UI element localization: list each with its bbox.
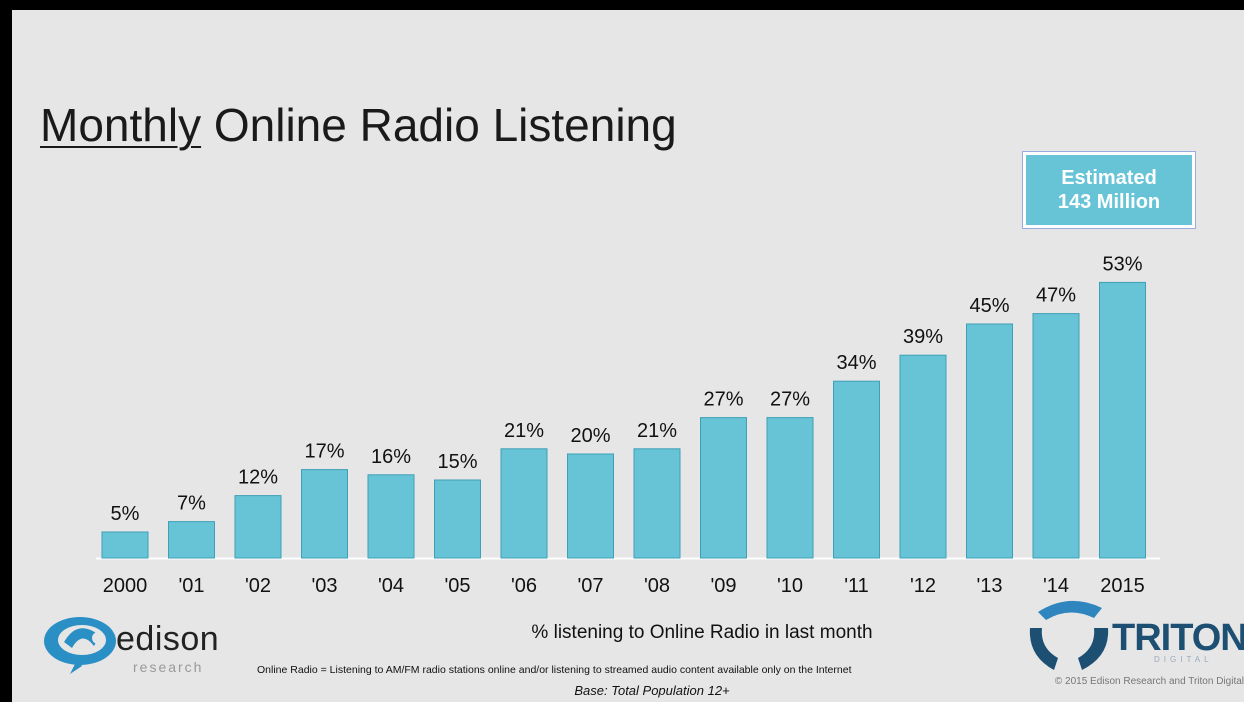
bar-value-label: 47%	[1036, 285, 1076, 307]
bar-value-label: 12%	[238, 467, 278, 489]
x-tick-label: '13	[976, 575, 1002, 597]
x-tick-label: '07	[577, 575, 603, 597]
x-tick-label: '01	[178, 575, 204, 597]
bar-value-label: 27%	[770, 389, 810, 411]
bar-value-label: 20%	[570, 425, 610, 447]
bar	[833, 380, 880, 559]
triton-logo-icon	[1029, 600, 1109, 670]
triton-wordmark: TRITON	[1112, 617, 1244, 659]
x-tick-label: '02	[245, 575, 271, 597]
bar-value-label: 15%	[437, 451, 477, 473]
bar	[101, 531, 149, 559]
x-tick-label: '12	[910, 575, 936, 597]
bar	[301, 469, 348, 559]
bar-value-label: 5%	[111, 503, 140, 525]
bar	[234, 495, 282, 559]
x-tick-label: '14	[1043, 575, 1069, 597]
copyright-note: © 2015 Edison Research and Triton Digita…	[1054, 676, 1244, 687]
base-note: Base: Total Population 12+	[574, 683, 730, 698]
bar	[168, 521, 215, 559]
bar-value-label: 34%	[836, 352, 876, 374]
bar	[899, 354, 947, 559]
title-rest: Online Radio Listening	[201, 99, 677, 151]
bar	[700, 417, 747, 559]
bar-chart: 5% 2000 7% '01 12% '02 17% '03 16% '04 15% '05 21% '0…	[96, 253, 1160, 597]
bar	[1032, 313, 1080, 559]
estimate-callout: Estimated 143 Million	[1023, 152, 1195, 228]
x-tick-label: '11	[844, 575, 869, 597]
bar-value-label: 21%	[504, 420, 544, 442]
x-tick-label: '08	[644, 575, 670, 597]
bar	[766, 417, 814, 559]
bar-value-label: 21%	[637, 420, 677, 442]
slide: Monthly Online Radio Listening Estimated…	[12, 10, 1244, 702]
edison-subtitle: research	[133, 659, 204, 675]
bar	[434, 479, 481, 559]
edison-wordmark: edison	[116, 620, 220, 658]
callout-line-1: Estimated	[1061, 167, 1157, 189]
chart-caption: % listening to Online Radio in last mont…	[531, 622, 873, 643]
bar	[500, 448, 548, 559]
triton-subtitle: DIGITAL	[1154, 655, 1213, 664]
x-tick-label: 2000	[103, 575, 148, 597]
chart-title: Monthly Online Radio Listening	[40, 98, 677, 152]
edison-logo-icon	[44, 617, 116, 674]
bar-value-label: 45%	[969, 295, 1009, 317]
x-tick-label: 2015	[1100, 575, 1145, 597]
bar	[966, 323, 1013, 559]
bar	[567, 453, 614, 559]
x-tick-label: '03	[311, 575, 337, 597]
bar	[633, 448, 681, 559]
bar-value-label: 17%	[304, 441, 344, 463]
bar-value-label: 16%	[371, 446, 411, 468]
x-tick-label: '09	[710, 575, 736, 597]
x-tick-label: '10	[777, 575, 803, 597]
title-underlined-word: Monthly	[40, 99, 202, 151]
x-tick-label: '04	[378, 575, 404, 597]
bar	[367, 474, 415, 559]
bar-value-label: 7%	[177, 493, 206, 515]
bar-value-label: 27%	[703, 389, 743, 411]
bar-value-label: 53%	[1102, 253, 1142, 275]
callout-line-2: 143 Million	[1057, 191, 1161, 213]
x-tick-label: '05	[444, 575, 470, 597]
bar	[1099, 281, 1146, 559]
bar-value-label: 39%	[903, 326, 943, 348]
x-tick-label: '06	[511, 575, 537, 597]
definition-note: Online Radio = Listening to AM/FM radio …	[257, 664, 852, 676]
